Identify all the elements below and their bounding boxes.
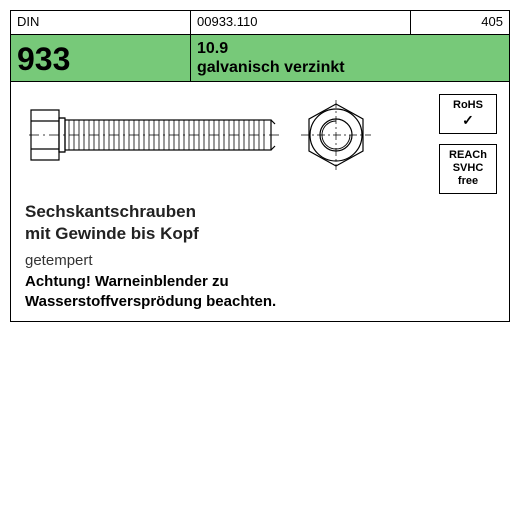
- body-area: RoHS ✓ REACh SVHC free Sechskantschraube…: [10, 82, 510, 322]
- check-icon: ✓: [442, 112, 494, 129]
- reach-line2: SVHC: [453, 162, 484, 174]
- product-subtitle: mit Gewinde bis Kopf: [25, 224, 199, 244]
- header-code: 405: [410, 11, 510, 34]
- reach-line1: REACh: [449, 149, 487, 161]
- product-title-block: Sechskantschrauben mit Gewinde bis Kopf …: [25, 202, 199, 269]
- header-standard-org: DIN: [10, 11, 190, 34]
- product-treatment: getempert: [25, 252, 199, 269]
- compliance-badges: RoHS ✓ REACh SVHC free: [439, 94, 497, 194]
- header-article-code: 00933.110: [190, 11, 410, 34]
- warning-footer: Achtung! Warneinblender zu Wasserstoffve…: [25, 272, 276, 311]
- warning-line2: Wasserstoffversprödung beachten.: [25, 292, 276, 312]
- strength-grade: 10.9: [197, 39, 503, 58]
- rohs-badge: RoHS ✓: [439, 94, 497, 134]
- finish: galvanisch verzinkt: [197, 58, 503, 77]
- main-row: 933 10.9 galvanisch verzinkt: [10, 34, 510, 82]
- product-name: Sechskantschrauben: [25, 202, 199, 222]
- reach-badge: REACh SVHC free: [439, 144, 497, 194]
- bolt-hex-end-icon: [301, 100, 371, 170]
- standard-number: 933: [10, 35, 190, 81]
- rohs-label: RoHS: [453, 99, 483, 111]
- spec-card: DIN 00933.110 405 933 10.9 galvanisch ve…: [10, 10, 510, 370]
- reach-line3: free: [458, 175, 478, 187]
- material-block: 10.9 galvanisch verzinkt: [190, 35, 510, 81]
- bolt-side-view-icon: [29, 100, 279, 170]
- header-row: DIN 00933.110 405: [10, 10, 510, 34]
- warning-line1: Achtung! Warneinblender zu: [25, 272, 276, 292]
